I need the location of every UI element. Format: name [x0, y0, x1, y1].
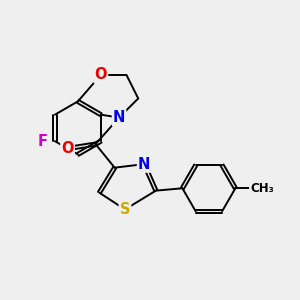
- Text: CH₃: CH₃: [250, 182, 274, 195]
- Text: N: N: [113, 110, 125, 125]
- Text: O: O: [61, 141, 74, 156]
- Text: S: S: [120, 202, 130, 217]
- Text: O: O: [94, 68, 107, 82]
- Text: F: F: [38, 134, 47, 149]
- Text: N: N: [138, 157, 150, 172]
